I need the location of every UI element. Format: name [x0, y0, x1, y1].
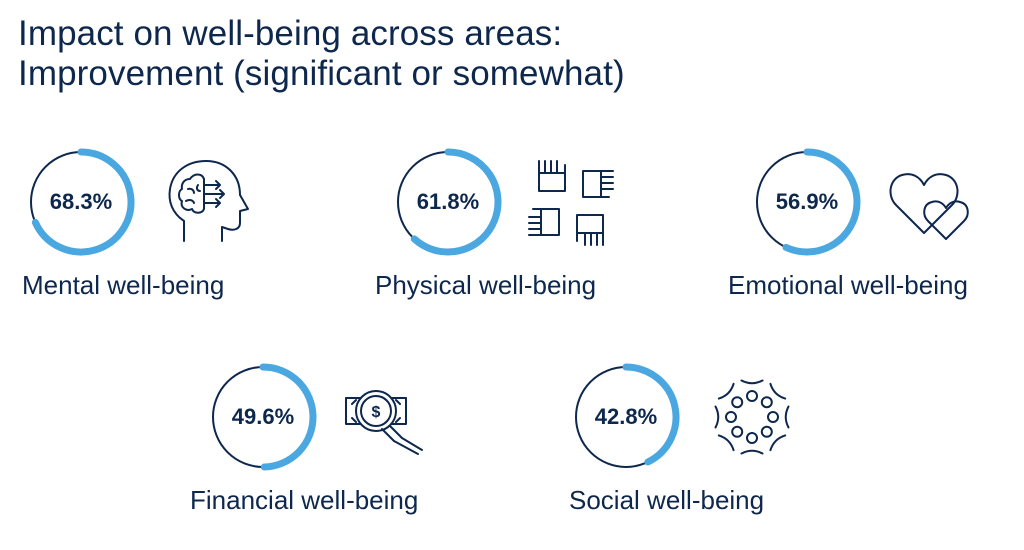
gauge-physical: 61.8% Physical well-being: [375, 147, 653, 307]
ring-emotional: 56.9%: [752, 147, 862, 257]
value-arc: [259, 363, 317, 471]
value-label: 42.8%: [594, 404, 658, 429]
svg-text:$: $: [372, 404, 381, 421]
title-line-2: Improvement (significant or somewhat): [18, 54, 625, 93]
money-magnifier-icon: $: [342, 380, 434, 456]
head-brain-icon: [164, 157, 254, 249]
ring-social: 42.8%: [571, 362, 681, 472]
category-label: Financial well-being: [190, 485, 419, 515]
value-arc: [31, 148, 135, 256]
category-label: Physical well-being: [375, 270, 597, 300]
gauge-social: 42.8% Social well-being: [569, 362, 831, 522]
gauge-emotional: 56.9% Emotional well-being: [728, 147, 1012, 307]
category-label: Emotional well-being: [728, 270, 968, 300]
title-line-1: Impact on well-being across areas:: [18, 14, 563, 53]
category-label: Mental well-being: [22, 270, 225, 300]
ring-financial: 49.6%: [208, 362, 318, 472]
value-arc: [622, 363, 680, 466]
value-label: 61.8%: [416, 189, 480, 214]
chart-title: Impact on well-being across areas: Impro…: [18, 14, 625, 94]
ring-mental: 68.3%: [26, 147, 136, 257]
gauge-financial: 49.6% $ Financial well-being: [190, 362, 468, 522]
value-arc: [410, 148, 502, 256]
value-arc: [782, 148, 861, 256]
gauge-mental: 68.3% Mental well-being: [22, 147, 276, 307]
value-label: 56.9%: [775, 189, 839, 214]
category-label: Social well-being: [569, 485, 765, 515]
linked-hands-icon: [525, 157, 617, 249]
ring-physical: 61.8%: [393, 147, 503, 257]
people-circle-icon: [705, 370, 799, 464]
value-label: 49.6%: [231, 404, 295, 429]
value-label: 68.3%: [49, 189, 113, 214]
hearts-icon: [888, 165, 980, 245]
